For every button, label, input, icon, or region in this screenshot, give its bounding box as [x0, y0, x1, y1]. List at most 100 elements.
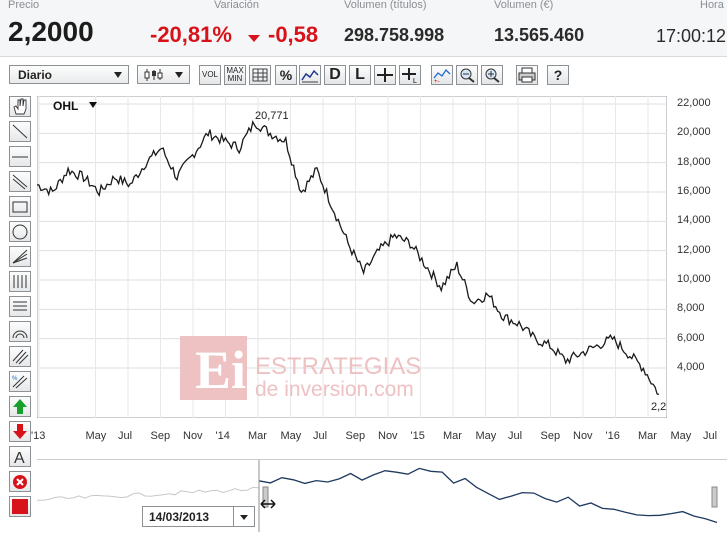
watermark-logo: Ei ESTRATEGIAS de inversion.com	[180, 336, 421, 401]
chart-toolbar: Diario VOL MAX MIN % D L L +- ?	[0, 57, 727, 94]
zoom-out-button[interactable]	[456, 65, 478, 85]
hand-tool-button[interactable]	[9, 96, 31, 117]
y-tick-label: 8,000	[677, 302, 705, 315]
x-tick-label: Mar	[443, 430, 462, 442]
watermark-line1: ESTRATEGIAS	[255, 353, 421, 380]
x-tick-label: Jul	[313, 430, 328, 442]
y-axis: 22,000 20,000 18,000 16,000 14,000 12,000 10,0…	[667, 96, 727, 426]
x-tick-label: Mar	[638, 430, 657, 442]
arrow-down-icon	[248, 35, 260, 42]
delete-icon	[13, 475, 27, 489]
help-button-label: ?	[553, 67, 563, 83]
print-button[interactable]	[516, 65, 538, 85]
x-tick-label: Nov	[378, 430, 398, 442]
price-chart[interactable]: Ei ESTRATEGIAS de inversion.com OHL 20,7…	[37, 96, 667, 418]
percent-button[interactable]: %	[275, 65, 297, 85]
rectangle-icon	[12, 201, 28, 213]
x-tick-label: May	[475, 430, 497, 442]
max-value-label: 20,771	[255, 110, 289, 122]
cross-l-button[interactable]: L	[399, 65, 421, 85]
x-tick-label: May	[85, 430, 107, 442]
svg-text:%: %	[12, 376, 18, 382]
resize-horizontal-icon	[260, 499, 276, 509]
indicator-button[interactable]: +-	[431, 65, 453, 85]
y-tick-label: 22,000	[677, 97, 711, 109]
buy-arrow-button[interactable]	[9, 396, 31, 417]
period-select[interactable]: Diario	[9, 65, 129, 84]
help-button[interactable]: ?	[547, 65, 569, 85]
x-tick-label: Sep	[540, 430, 561, 442]
hgrid-tool-button[interactable]	[9, 296, 31, 317]
y-tick-label: 12,000	[677, 243, 711, 256]
parallel-lines-icon	[12, 174, 28, 190]
x-tick-label: Nov	[573, 430, 593, 442]
x-tick-label: Jul	[118, 430, 133, 442]
chart-type-select[interactable]	[137, 65, 190, 84]
price-header: Precio	[8, 0, 40, 11]
vertical-grid-icon	[13, 275, 27, 288]
circle-tool-button[interactable]	[9, 221, 31, 242]
start-date-picker[interactable]: 14/03/2013	[142, 506, 255, 527]
y-tick-label: 10,000	[677, 273, 711, 285]
navigator-left-handle[interactable]	[262, 486, 269, 508]
text-tool-button[interactable]: A	[9, 446, 31, 467]
arc-tool-button[interactable]	[9, 321, 31, 342]
d-button-label: D	[329, 66, 341, 83]
start-date-label: 14/03/2013	[149, 510, 210, 524]
fibonacci-icon: %	[12, 375, 28, 389]
arrow-down-icon	[13, 424, 27, 439]
volume-eur: 13.565.460	[494, 25, 585, 45]
d-button[interactable]: D	[324, 65, 346, 85]
volume-button-label: VOL	[201, 70, 218, 79]
navigator-range-line	[258, 467, 718, 524]
svg-text:A: A	[14, 450, 25, 466]
period-label: Diario	[18, 68, 53, 82]
x-tick-label: '13	[31, 430, 46, 442]
parallel-tool-button[interactable]	[9, 171, 31, 192]
horizontal-grid-icon	[13, 301, 27, 311]
symbol-label: OHL	[53, 99, 78, 113]
fan-icon	[12, 249, 28, 264]
x-tick-label: Jul	[703, 430, 718, 442]
fibonacci-tool-button[interactable]: %	[9, 371, 31, 392]
y-tick-label: 16,000	[677, 185, 711, 197]
date-dropdown-button[interactable]	[233, 507, 254, 526]
color-swatch-icon	[12, 499, 28, 514]
volume-eur-header: Volumen (€)	[494, 0, 554, 11]
line-icon	[12, 124, 28, 139]
zoom-in-button[interactable]	[481, 65, 503, 85]
crosshair-button[interactable]	[374, 65, 396, 85]
y-tick-label: 20,000	[677, 126, 711, 139]
line-tool-button[interactable]	[9, 121, 31, 142]
x-tick-label: May	[280, 430, 302, 442]
x-tick-label: Jul	[508, 430, 523, 442]
circle-icon	[12, 224, 28, 240]
symbol-dropdown-icon[interactable]	[89, 102, 97, 108]
grid-icon	[252, 68, 268, 82]
x-tick-label: May	[670, 430, 692, 442]
hline-tool-button[interactable]	[9, 146, 31, 167]
price-series-line	[37, 120, 660, 396]
sell-arrow-button[interactable]	[9, 421, 31, 442]
hand-icon	[13, 98, 27, 115]
delete-tool-button[interactable]	[9, 471, 31, 492]
indicator-icon: +-	[433, 68, 451, 84]
volume-button[interactable]: VOL	[199, 65, 221, 85]
vgrid-tool-button[interactable]	[9, 271, 31, 292]
rectangle-tool-button[interactable]	[9, 196, 31, 217]
zoom-in-icon	[485, 68, 500, 83]
arc-icon	[12, 330, 28, 339]
volume-titles-header: Volumen (títulos)	[344, 0, 427, 11]
range-navigator[interactable]	[37, 459, 727, 532]
l-button[interactable]: L	[349, 65, 371, 85]
color-tool-button[interactable]	[9, 496, 31, 517]
navigator-right-handle[interactable]	[711, 486, 718, 508]
arrow-up-icon	[13, 399, 27, 414]
max-min-button[interactable]: MAX MIN	[224, 65, 246, 85]
chart-style-button[interactable]	[299, 65, 321, 85]
channel-tool-button[interactable]	[9, 346, 31, 367]
percent-button-label: %	[279, 67, 293, 83]
x-axis: '13 May Jul Sep Nov '14 Mar May Jul Sep Nov '15 Mar M…	[31, 418, 717, 444]
grid-button[interactable]	[249, 65, 271, 85]
fan-tool-button[interactable]	[9, 246, 31, 267]
